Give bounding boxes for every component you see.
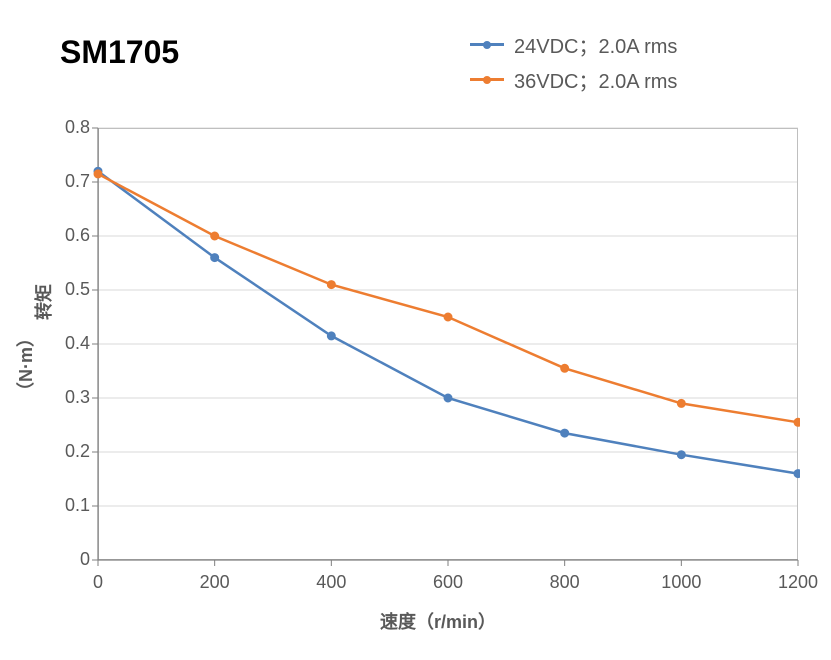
y-tick-label: 0.3	[50, 387, 90, 408]
legend-label-1: 36VDC；2.0A rms	[514, 65, 677, 94]
x-tick-label: 1200	[778, 572, 818, 593]
y-tick-label: 0.1	[50, 495, 90, 516]
x-tick-label: 1000	[661, 572, 701, 593]
legend-item-0: 24VDC；2.0A rms	[470, 30, 677, 59]
y-axis-label-2: （N·m）	[12, 329, 38, 400]
x-tick-label: 800	[550, 572, 580, 593]
y-tick-label: 0.2	[50, 441, 90, 462]
y-tick-label: 0.6	[50, 225, 90, 246]
legend-label-0: 24VDC；2.0A rms	[514, 30, 677, 59]
legend: 24VDC；2.0A rms 36VDC；2.0A rms	[470, 30, 677, 94]
x-tick-label: 400	[316, 572, 346, 593]
chart-container: SM1705 24VDC；2.0A rms 36VDC；2.0A rms 转矩 …	[0, 0, 831, 660]
legend-item-1: 36VDC；2.0A rms	[470, 65, 677, 94]
x-tick-label: 0	[93, 572, 103, 593]
y-tick-label: 0.8	[50, 117, 90, 138]
y-tick-label: 0.5	[50, 279, 90, 300]
x-axis-label: 速度（r/min）	[380, 608, 496, 634]
legend-dot-1	[483, 76, 491, 84]
plot-area	[90, 126, 800, 570]
x-tick-label: 600	[433, 572, 463, 593]
legend-dot-0	[483, 41, 491, 49]
y-tick-label: 0	[50, 549, 90, 570]
x-tick-label: 200	[200, 572, 230, 593]
legend-marker-1	[470, 75, 504, 85]
y-tick-label: 0.7	[50, 171, 90, 192]
y-tick-label: 0.4	[50, 333, 90, 354]
chart-title: SM1705	[60, 34, 179, 71]
legend-marker-0	[470, 40, 504, 50]
